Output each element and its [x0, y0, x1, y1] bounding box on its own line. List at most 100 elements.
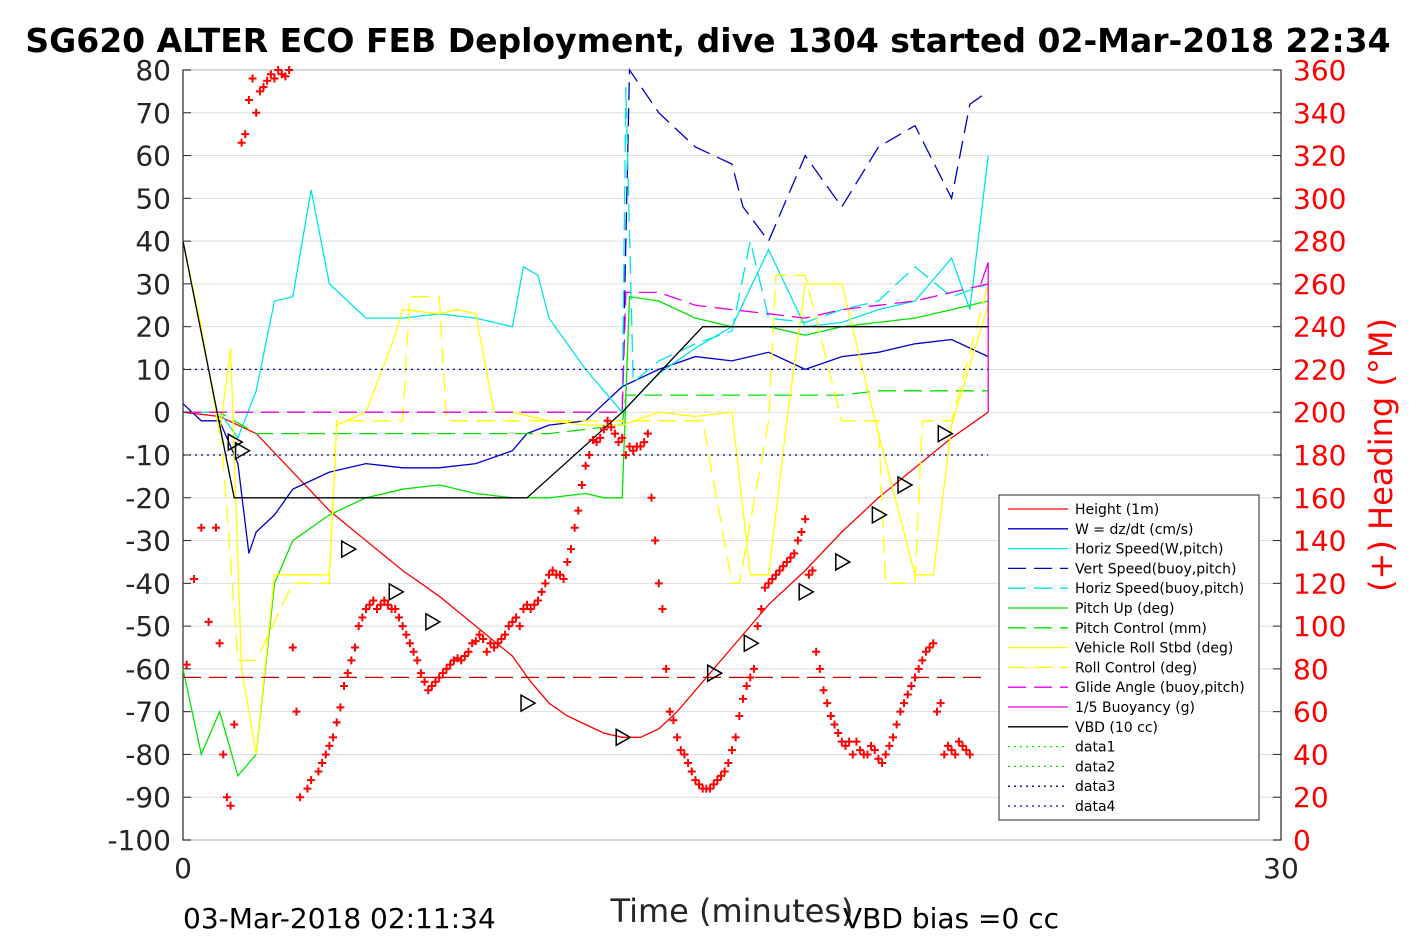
heading-point: [947, 746, 956, 755]
heading-point: [695, 780, 704, 789]
heading-point: [530, 600, 539, 609]
legend-entry: Pitch Control (mm): [1075, 621, 1207, 637]
heading-point: [438, 669, 447, 678]
heading-point: [482, 647, 491, 656]
legend-entry: data3: [1075, 779, 1115, 795]
heading-point: [940, 750, 949, 759]
triangle-marker: [835, 552, 852, 572]
series-horiz-speed-buoy-pitch: [621, 87, 989, 413]
heading-point: [237, 138, 246, 147]
heading-point: [775, 566, 784, 575]
heading-point: [596, 433, 605, 442]
y-right-tick-label: 300: [1293, 182, 1346, 215]
triangle-marker: [706, 663, 724, 683]
heading-point: [332, 718, 341, 727]
heading-point: [757, 605, 766, 613]
heading-point: [570, 523, 579, 532]
triangle-marker: [234, 441, 252, 461]
legend-entry: Glide Angle (buoy,pitch): [1075, 680, 1245, 696]
heading-point: [204, 617, 213, 626]
y-tick-label: -70: [125, 696, 171, 729]
heading-point: [911, 673, 919, 682]
triangle-marker: [425, 612, 442, 632]
y-tick-label: -90: [125, 781, 171, 814]
heading-point: [398, 622, 407, 631]
heading-point: [900, 699, 909, 708]
heading-point: [889, 733, 898, 742]
y-tick-label: 50: [135, 182, 171, 215]
heading-point: [486, 639, 495, 648]
heading-point: [881, 750, 890, 759]
y-tick-label: -100: [107, 824, 171, 857]
heading-point: [471, 637, 480, 646]
heading-point: [717, 771, 726, 780]
heading-point: [372, 605, 381, 613]
heading-point: [819, 686, 828, 695]
heading-point: [914, 664, 923, 673]
heading-point: [826, 711, 835, 720]
heading-point: [504, 622, 513, 631]
heading-point: [413, 656, 422, 665]
y-tick-label: 80: [135, 54, 171, 87]
legend-entry: Vert Speed(buoy,pitch): [1075, 561, 1237, 577]
y-right-tick-label: 340: [1293, 97, 1346, 130]
series-w-dz-dt-cm-s: [182, 338, 989, 554]
y-right-tick-label: 80: [1293, 653, 1329, 686]
y-right-tick-label: 120: [1293, 567, 1346, 600]
heading-point: [965, 750, 974, 759]
heading-point: [523, 600, 532, 609]
heading-point: [742, 682, 751, 690]
footer-timestamp: 03-Mar-2018 02:11:34: [183, 902, 496, 935]
y-right-tick-label: 160: [1293, 482, 1346, 515]
heading-point: [625, 442, 634, 451]
heading-point: [749, 664, 758, 673]
heading-point: [592, 438, 601, 447]
series-horiz-speed-w-pitch: [183, 155, 989, 440]
heading-point: [325, 741, 334, 750]
heading-point: [654, 579, 663, 588]
heading-point: [815, 664, 824, 673]
heading-point: [354, 622, 363, 631]
heading-point: [962, 746, 971, 755]
heading-point: [786, 553, 795, 562]
series-vert-speed-buoy-pitch: [621, 67, 989, 413]
heading-point: [801, 515, 810, 524]
heading-point: [274, 66, 283, 74]
heading-point: [362, 605, 370, 613]
y-tick-label: -60: [125, 653, 171, 686]
heading-point: [512, 613, 521, 622]
triangle-marker: [520, 693, 537, 713]
heading-point: [921, 647, 930, 656]
heading-point: [263, 76, 272, 85]
heading-point: [182, 660, 191, 669]
heading-point: [713, 776, 722, 785]
heading-point: [673, 733, 682, 742]
heading-point: [405, 639, 414, 648]
x-axis-ticks: 0 30: [174, 852, 1299, 885]
heading-point: [581, 461, 590, 470]
y-tick-label: 30: [135, 268, 171, 301]
heading-point: [541, 579, 550, 588]
heading-point: [804, 570, 813, 579]
heading-point: [954, 737, 963, 746]
y-tick-label: 60: [135, 140, 171, 173]
y-right-tick-label: 140: [1293, 525, 1346, 558]
y-right-tick-label: 20: [1293, 781, 1329, 814]
y-tick-label: 0: [153, 396, 171, 429]
heading-point: [870, 746, 879, 755]
heading-point: [566, 545, 575, 554]
heading-point: [691, 776, 700, 785]
heading-point: [292, 707, 301, 716]
y-tick-label: -30: [125, 525, 171, 558]
heading-point: [614, 438, 623, 447]
heading-point: [936, 699, 945, 708]
heading-point: [215, 639, 224, 648]
y-axis-right-label: (+) Heading (°M): [1362, 318, 1400, 592]
y-right-tick-label: 200: [1293, 396, 1346, 429]
heading-point: [932, 707, 941, 716]
heading-point: [226, 801, 235, 810]
triangle-marker: [340, 539, 358, 559]
heading-point: [643, 429, 652, 438]
heading-point: [559, 575, 568, 584]
legend-entry: data1: [1075, 740, 1115, 756]
